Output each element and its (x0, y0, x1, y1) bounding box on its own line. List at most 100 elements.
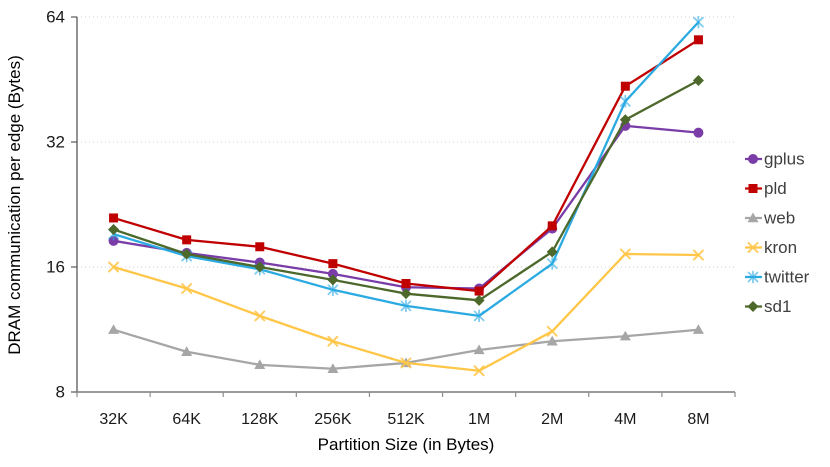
marker-sd1 (400, 288, 412, 300)
marker-gplus (693, 127, 704, 138)
marker-twitter (400, 299, 412, 313)
marker-pld (474, 286, 484, 296)
marker-web (327, 363, 339, 373)
marker-web (327, 363, 339, 373)
legend: gplus pld web kron twitter sd1 (745, 150, 810, 316)
marker-sd1 (400, 288, 412, 300)
marker-sd1 (619, 114, 631, 126)
marker-gplus (108, 235, 119, 246)
y-tick-label: 8 (56, 383, 65, 402)
marker-sd1 (546, 246, 558, 258)
y-tick-label: 64 (46, 8, 65, 27)
marker-kron (546, 325, 558, 337)
legend-item-kron: kron (745, 238, 797, 257)
marker-kron (181, 283, 193, 295)
marker-sd1 (327, 274, 339, 286)
marker-web (254, 359, 266, 370)
marker-twitter (546, 257, 558, 271)
legend-marker-web (747, 212, 759, 223)
y-axis-title: DRAM communication per edge (Bytes) (5, 55, 24, 355)
marker-kron (619, 248, 631, 260)
series-line-twitter (112, 20, 700, 318)
marker-twitter (619, 94, 631, 108)
legend-label-sd1: sd1 (764, 297, 791, 316)
marker-pld (401, 279, 411, 289)
legend-item-web: web (745, 209, 795, 228)
series-line-pld (112, 38, 700, 293)
marker-web (619, 330, 631, 341)
marker-web (473, 344, 485, 355)
marker-kron (254, 310, 266, 322)
marker-sd1 (181, 248, 193, 260)
marker-sd1 (327, 274, 339, 286)
legend-marker-twitter (747, 270, 759, 284)
marker-kron (619, 248, 631, 260)
marker-sd1 (108, 223, 120, 235)
marker-gplus (108, 235, 119, 246)
x-axis-title: Partition Size (in Bytes) (318, 435, 495, 454)
marker-web (181, 346, 193, 356)
y-tick-label: 32 (46, 133, 65, 152)
legend-label-gplus: gplus (764, 150, 805, 169)
marker-gplus (327, 268, 338, 279)
marker-web (546, 335, 558, 346)
legend-marker-sd1 (747, 301, 759, 312)
marker-twitter (327, 283, 339, 297)
marker-twitter (693, 15, 704, 29)
marker-pld (328, 259, 338, 269)
marker-pld (109, 213, 119, 223)
marker-twitter (473, 309, 485, 323)
marker-twitter (619, 94, 631, 108)
legend-marker-kron (747, 242, 759, 253)
x-tick-label: 1M (468, 411, 490, 428)
marker-pld (328, 259, 338, 269)
marker-kron (181, 283, 193, 295)
x-tick-label: 2M (541, 411, 563, 428)
marker-sd1 (546, 246, 558, 258)
marker-pld (620, 81, 630, 91)
marker-pld (547, 221, 557, 231)
marker-pld (109, 213, 119, 223)
marker-pld (182, 235, 192, 245)
marker-pld (255, 242, 265, 252)
legend-marker-kron (747, 242, 759, 253)
marker-kron (400, 357, 412, 369)
marker-web (181, 346, 193, 356)
marker-kron (400, 357, 412, 369)
marker-kron (473, 365, 485, 377)
marker-sd1 (473, 294, 485, 306)
marker-twitter (327, 283, 339, 297)
marker-kron (692, 249, 704, 261)
legend-marker-gplus (748, 154, 758, 164)
marker-kron (108, 261, 120, 273)
x-tick-label: 8M (687, 411, 709, 428)
marker-kron (546, 325, 558, 337)
marker-web (546, 335, 558, 346)
marker-sd1 (619, 114, 631, 126)
marker-kron (473, 365, 485, 377)
marker-gplus (693, 127, 704, 138)
legend-marker-gplus (748, 154, 758, 164)
marker-kron (327, 335, 339, 347)
legend-item-twitter: twitter (745, 268, 810, 287)
legend-marker-pld (748, 184, 758, 193)
marker-web (108, 324, 120, 334)
marker-twitter (473, 309, 485, 323)
marker-web (473, 344, 485, 355)
marker-twitter (400, 299, 412, 313)
x-tick-label: 32K (99, 411, 128, 428)
marker-gplus (327, 268, 338, 279)
marker-sd1 (181, 248, 193, 260)
legend-label-web: web (763, 209, 795, 228)
marker-sd1 (692, 75, 704, 87)
legend-marker-web (747, 212, 759, 223)
marker-pld (693, 35, 703, 45)
x-tick-label: 4M (614, 411, 636, 428)
marker-pld (547, 221, 557, 231)
marker-kron (327, 335, 339, 347)
marker-sd1 (692, 75, 704, 87)
legend-label-kron: kron (764, 238, 797, 257)
legend-marker-sd1 (747, 301, 759, 312)
